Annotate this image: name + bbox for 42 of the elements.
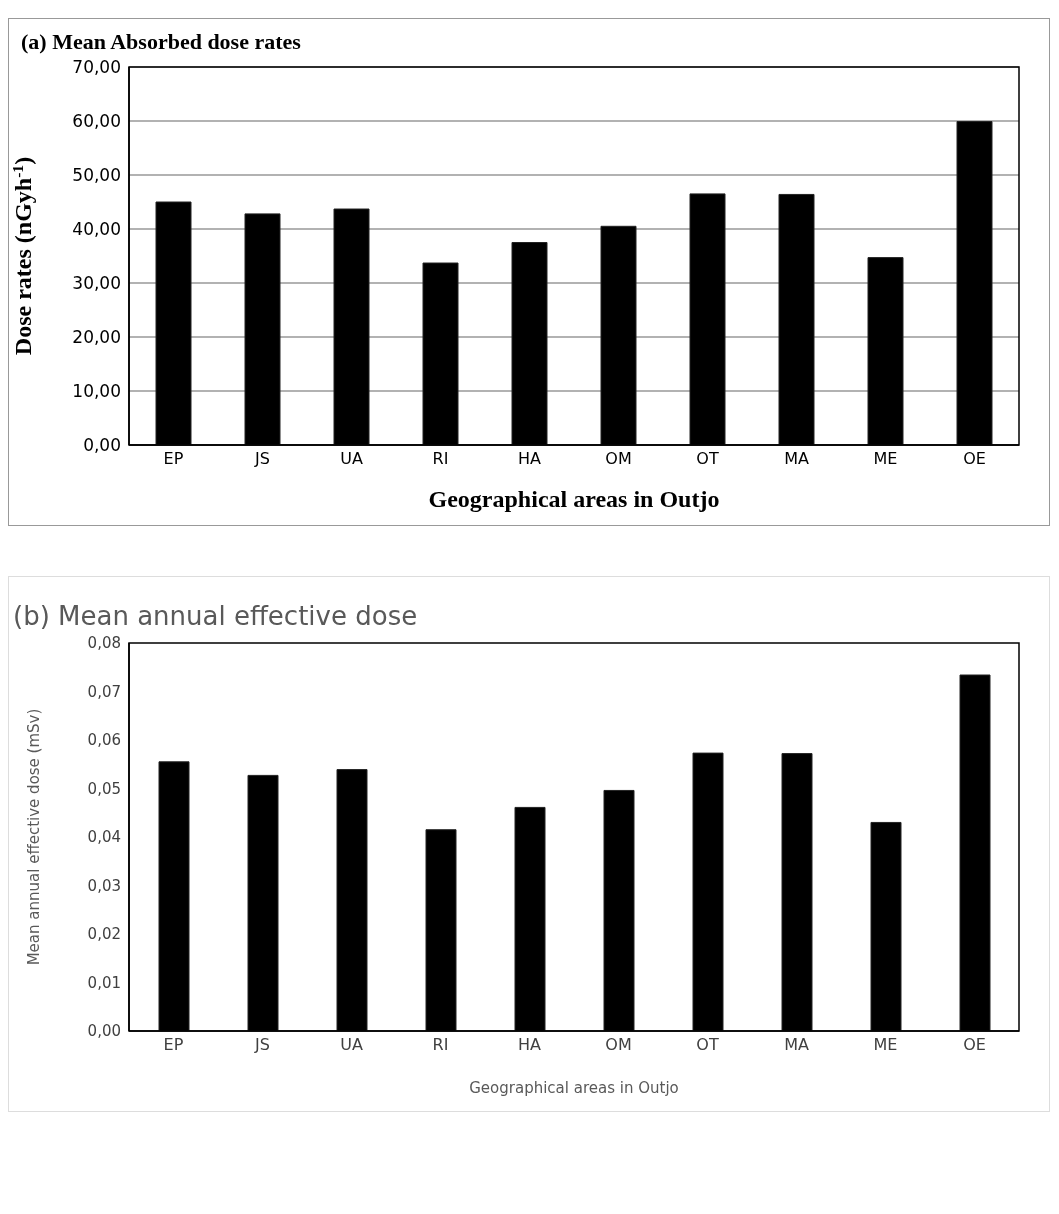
- x-tick-label: ME: [873, 449, 898, 469]
- x-tick-label: RI: [432, 1035, 449, 1055]
- x-tick-label: OM: [605, 1035, 632, 1055]
- x-tick-label: HA: [518, 1035, 542, 1055]
- y-axis-title: Mean annual effective dose (mSv): [25, 708, 43, 966]
- chart-title: (b) Mean annual effective dose: [12, 601, 419, 631]
- x-tick-label: HA: [518, 449, 542, 469]
- y-tick-label: 0,07: [87, 682, 121, 701]
- x-tick-label: OT: [696, 449, 719, 469]
- x-tick-label: OE: [963, 1035, 986, 1055]
- x-tick-label: OM: [605, 449, 632, 469]
- y-tick-label: 0,02: [87, 925, 121, 944]
- x-tick-label: EP: [163, 1035, 184, 1055]
- x-tick-label: JS: [254, 449, 270, 469]
- x-tick-label: MA: [784, 1035, 809, 1055]
- y-tick-label: 0,01: [87, 973, 121, 992]
- y-tick-label: 40,00: [72, 219, 121, 240]
- y-tick-label: 50,00: [72, 165, 121, 186]
- x-tick-label: RI: [432, 449, 449, 469]
- y-tick-label: 0,04: [87, 828, 121, 847]
- y-tick-label: 20,00: [72, 327, 121, 348]
- y-tick-label: 30,00: [72, 273, 121, 294]
- x-tick-label: UA: [340, 449, 363, 469]
- x-tick-label: UA: [340, 1035, 363, 1055]
- x-tick-label: OE: [963, 449, 986, 469]
- y-tick-label: 0,00: [83, 435, 121, 456]
- x-tick-label: EP: [163, 449, 184, 469]
- y-tick-label: 60,00: [72, 111, 121, 132]
- x-axis-title: Geographical areas in Outjo: [469, 1079, 679, 1097]
- x-tick-label: OT: [696, 1035, 719, 1055]
- x-axis-title: Geographical areas in Outjo: [428, 486, 720, 512]
- y-tick-label: 0,00: [87, 1022, 121, 1041]
- y-tick-label: 0,03: [87, 876, 121, 895]
- chart-title: (a) Mean Absorbed dose rates: [20, 29, 302, 55]
- y-tick-label: 10,00: [72, 381, 121, 402]
- x-tick-label: MA: [784, 449, 809, 469]
- y-tick-label: 0,08: [87, 634, 121, 653]
- y-tick-label: 70,00: [72, 57, 121, 78]
- x-tick-label: ME: [873, 1035, 898, 1055]
- y-tick-label: 0,05: [87, 779, 121, 798]
- y-tick-label: 0,06: [87, 731, 121, 750]
- x-tick-label: JS: [254, 1035, 270, 1055]
